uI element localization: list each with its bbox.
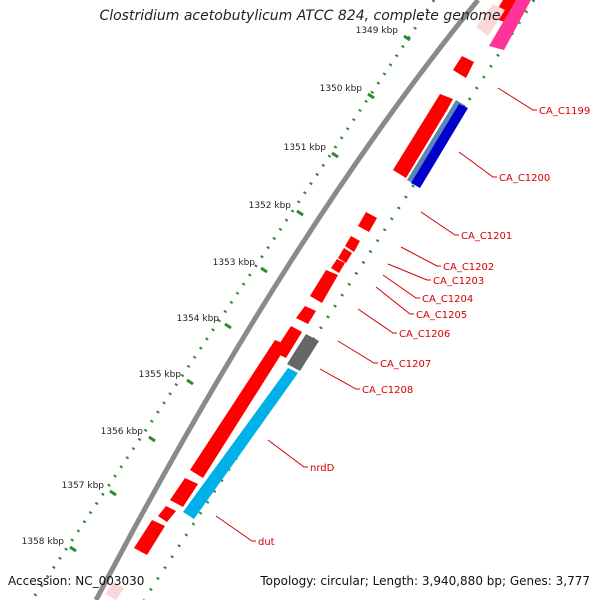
accession-text: Accession: NC_003030: [8, 574, 145, 588]
gene-label[interactable]: CA_C1207: [380, 359, 431, 370]
label-leader-line: [382, 274, 420, 299]
label-leader-line: [387, 263, 431, 281]
tick-label: 1355 kbp: [139, 370, 182, 380]
gene-label[interactable]: CA_C1199: [539, 106, 590, 117]
tick-mark: [186, 378, 194, 386]
scale-ring: [30, 0, 436, 601]
tick-label: 1357 kbp: [62, 481, 105, 491]
gene-label[interactable]: dut: [258, 537, 275, 548]
tick-mark: [331, 151, 339, 159]
gene-label[interactable]: CA_C1201: [461, 231, 512, 242]
tick-mark: [224, 322, 232, 330]
genome-backbone: [93, 0, 480, 602]
gene-nrdD-cyan[interactable]: [183, 368, 298, 519]
tick-label: 1352 kbp: [249, 201, 292, 211]
label-leader-line: [458, 151, 497, 178]
gene-ca-c1208-gray[interactable]: [287, 334, 319, 371]
map-title: Clostridium acetobutylicum ATCC 824, com…: [99, 8, 501, 24]
tick-label: 1353 kbp: [213, 258, 256, 268]
gene-label-group: CA_C1199 CA_C1200 CA_C1201 CA_C1202 CA_C1203…: [215, 87, 590, 548]
gene-ca-c1200-blue[interactable]: [411, 104, 468, 188]
tick-mark: [260, 266, 268, 274]
gene-ca-c1200-red[interactable]: [393, 94, 453, 178]
label-leader-line: [215, 515, 256, 542]
topology-text: Topology: circular; Length: 3,940,880 bp…: [260, 574, 590, 588]
gene-label[interactable]: CA_C1206: [399, 329, 450, 340]
gene-ca-c1201-red[interactable]: [358, 212, 377, 232]
label-leader-line: [400, 246, 441, 267]
gene-bottom-faint[interactable]: [105, 582, 124, 600]
gene-ca-c1203-red[interactable]: [338, 248, 352, 263]
label-leader-line: [357, 308, 397, 334]
tick-mark: [296, 209, 304, 217]
tick-mark: [148, 435, 156, 443]
gene-small-red-b[interactable]: [170, 478, 198, 507]
gene-label[interactable]: CA_C1202: [443, 262, 494, 273]
gene-small-red-c[interactable]: [158, 506, 176, 522]
tick-label: 1351 kbp: [284, 143, 327, 153]
label-leader-line: [420, 211, 459, 236]
label-leader-line: [337, 340, 378, 364]
gene-label[interactable]: CA_C1203: [433, 276, 484, 287]
gene-ca-c1204-red[interactable]: [331, 259, 345, 273]
label-leader-line: [267, 439, 308, 468]
gene-ca-c1205-red[interactable]: [310, 270, 338, 303]
gene-block-pink-faint[interactable]: [476, 4, 505, 36]
reverse-strand-genes: [183, 0, 531, 519]
gene-label[interactable]: nrdD: [310, 463, 335, 474]
gene-nrdD-red[interactable]: [190, 340, 287, 478]
gene-ca-c1206-red[interactable]: [296, 306, 316, 324]
label-leader-line: [497, 87, 537, 111]
gene-dut-red[interactable]: [134, 520, 165, 555]
tick-label: 1354 kbp: [177, 314, 220, 324]
tick-label: 1356 kbp: [101, 427, 144, 437]
tick-label: 1349 kbp: [356, 26, 399, 36]
label-leader-line: [319, 368, 360, 390]
tick-label: 1350 kbp: [320, 84, 363, 94]
tick-mark: [109, 489, 117, 497]
gene-small-red-a[interactable]: [453, 56, 474, 78]
tick-mark: [367, 92, 375, 100]
tick-group: 1349 kbp 1350 kbp 1351 kbp 1352 kbp 1353 kbp…: [22, 26, 411, 553]
gene-label[interactable]: CA_C1205: [416, 310, 467, 321]
gene-label[interactable]: CA_C1200: [499, 173, 550, 184]
tick-mark: [403, 34, 411, 42]
tick-mark: [69, 545, 77, 553]
gene-ca-c1202-red[interactable]: [345, 236, 360, 252]
label-leader-line: [375, 286, 414, 315]
gene-label[interactable]: CA_C1204: [422, 294, 473, 305]
gene-ca-c1199-pink[interactable]: [489, 0, 531, 50]
gene-label[interactable]: CA_C1208: [362, 385, 413, 396]
tick-label: 1358 kbp: [22, 537, 65, 547]
forward-strand-genes: [105, 0, 517, 600]
